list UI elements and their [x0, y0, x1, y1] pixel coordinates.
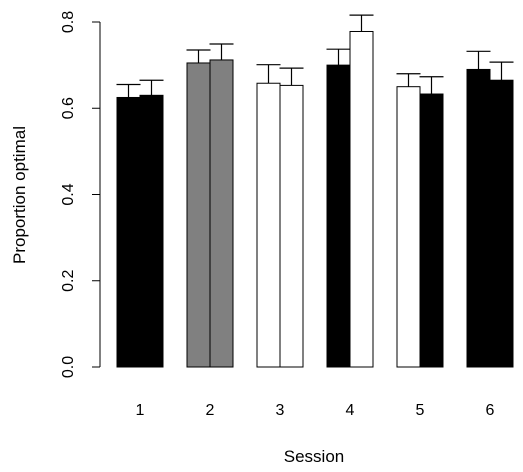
- y-axis-title: Proportion optimal: [10, 126, 29, 264]
- bar-5-1: [396, 86, 421, 368]
- bars-layer: [116, 30, 514, 368]
- error-bar-2-2: [209, 43, 234, 60]
- x-tick-label: 6: [486, 402, 495, 419]
- x-tick-label: 4: [346, 402, 355, 419]
- bar-1-1: [116, 96, 141, 368]
- bar-1-2: [139, 94, 164, 368]
- y-tick-label: 0.6: [60, 97, 77, 119]
- error-bar-6-2: [489, 61, 514, 81]
- error-bar-1-1: [116, 83, 141, 98]
- bar-4-2: [349, 30, 374, 368]
- bar-6-1: [466, 68, 491, 368]
- y-tick-label: 0.2: [60, 270, 77, 292]
- error-bar-1-2: [139, 79, 164, 96]
- y-tick-label: 0.8: [60, 11, 77, 33]
- bar-2-1: [186, 62, 211, 368]
- error-bar-6-1: [466, 50, 491, 70]
- y-tick-label: 0.4: [60, 183, 77, 205]
- bar-3-2: [279, 84, 304, 368]
- error-bar-3-1: [256, 64, 281, 84]
- bar-4-1: [326, 64, 351, 368]
- y-tick-label: 0.0: [60, 356, 77, 378]
- bar-6-2: [489, 79, 514, 368]
- x-tick-label: 3: [276, 402, 285, 419]
- x-tick-label: 5: [416, 402, 425, 419]
- bar-2-2: [209, 59, 234, 368]
- error-bar-4-2: [349, 14, 374, 32]
- error-bar-2-1: [186, 49, 211, 63]
- error-bar-3-2: [279, 67, 304, 86]
- bar-3-1: [256, 82, 281, 368]
- error-bar-5-1: [396, 73, 421, 87]
- error-bar-5-2: [419, 76, 444, 95]
- bar-5-2: [419, 93, 444, 368]
- error-bar-4-1: [326, 48, 351, 66]
- x-tick-label: 2: [206, 402, 215, 419]
- y-axis: 0.0 0.2 0.4 0.6 0.8: [60, 11, 101, 378]
- x-axis: 1 2 3 4 5 6: [136, 402, 495, 419]
- x-axis-title: Session: [284, 447, 344, 466]
- error-bars-layer: [116, 14, 514, 98]
- x-tick-label: 1: [136, 402, 145, 419]
